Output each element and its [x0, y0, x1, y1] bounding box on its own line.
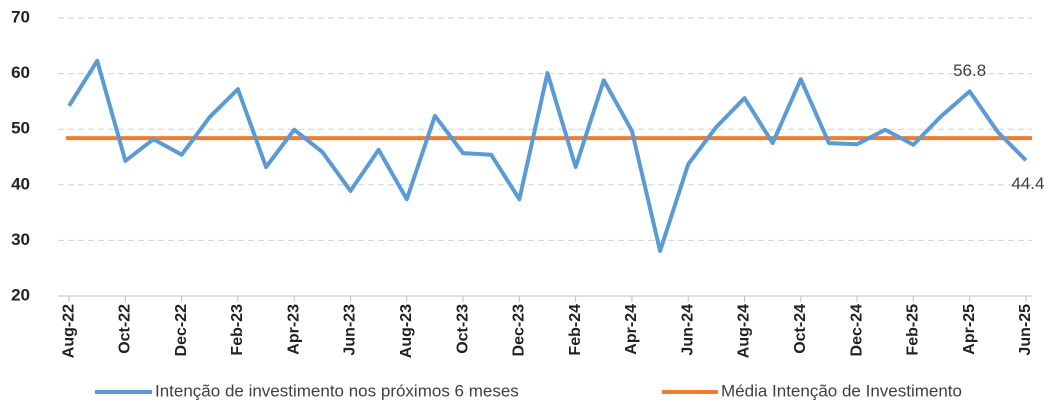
x-tick-label: Feb-23 — [229, 304, 246, 356]
data-label: 44.4 — [1011, 174, 1044, 193]
x-tick-label: Dec-24 — [848, 304, 865, 357]
y-tick-label: 50 — [11, 119, 30, 138]
x-tick-label: Apr-23 — [285, 304, 302, 355]
x-tick-label: Feb-25 — [905, 304, 922, 356]
x-tick-label: Dec-23 — [511, 304, 528, 357]
y-tick-label: 60 — [11, 63, 30, 82]
y-tick-label: 30 — [11, 230, 30, 249]
y-tick-label: 70 — [11, 7, 30, 26]
x-tick-label: Oct-24 — [792, 304, 809, 354]
x-tick-label: Apr-25 — [961, 304, 978, 355]
x-tick-label: Apr-24 — [623, 304, 640, 355]
data-label: 56.8 — [953, 61, 986, 80]
x-tick-label: Aug-23 — [398, 304, 415, 358]
x-tick-label: Jun-25 — [1017, 304, 1034, 356]
y-tick-label: 20 — [11, 285, 30, 304]
legend-label: Média Intenção de Investimento — [721, 381, 962, 400]
series-line — [67, 58, 1028, 253]
x-tick-label: Dec-22 — [173, 304, 190, 357]
x-tick-label: Oct-22 — [117, 304, 134, 354]
x-tick-label: Aug-22 — [60, 304, 77, 358]
legend-label: Intenção de investimento nos próximos 6 … — [155, 381, 519, 400]
x-tick-label: Aug-24 — [736, 304, 753, 358]
x-tick-label: Oct-23 — [454, 304, 471, 354]
x-tick-label: Jun-23 — [342, 304, 359, 356]
x-tick-label: Jun-24 — [679, 304, 696, 356]
x-tick-label: Feb-24 — [567, 304, 584, 356]
y-tick-label: 40 — [11, 174, 30, 193]
